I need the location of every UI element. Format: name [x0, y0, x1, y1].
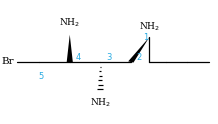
Text: 1: 1 — [143, 33, 148, 42]
Text: 5: 5 — [38, 72, 43, 81]
Text: 4: 4 — [76, 53, 81, 62]
Text: NH$_2$: NH$_2$ — [59, 16, 80, 29]
Text: NH$_2$: NH$_2$ — [90, 97, 111, 109]
Polygon shape — [128, 37, 149, 63]
Text: NH$_2$: NH$_2$ — [139, 21, 160, 33]
Text: Br: Br — [2, 58, 14, 66]
Text: 3: 3 — [106, 53, 112, 62]
Text: 2: 2 — [136, 53, 141, 62]
Polygon shape — [67, 35, 73, 62]
